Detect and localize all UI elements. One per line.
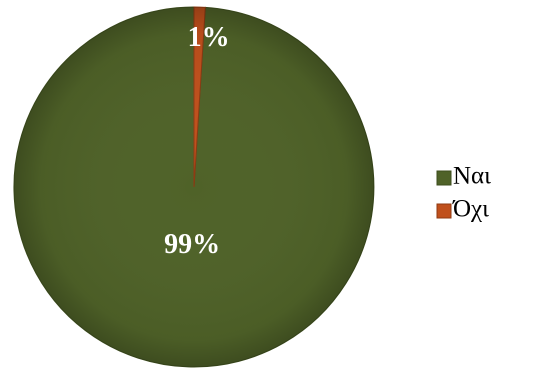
legend-label-2: Όχι xyxy=(452,196,489,223)
legend: Ναι Όχι xyxy=(436,163,491,223)
pie-data-labels: 99% 1% xyxy=(164,22,230,260)
legend-label-1: Ναι xyxy=(453,163,491,190)
legend-swatch-2 xyxy=(436,203,452,219)
legend-swatch-1 xyxy=(436,170,452,186)
slice-label-2: 1% xyxy=(188,22,230,53)
slice-label-1: 99% xyxy=(164,229,220,260)
pie-slices xyxy=(13,6,375,368)
